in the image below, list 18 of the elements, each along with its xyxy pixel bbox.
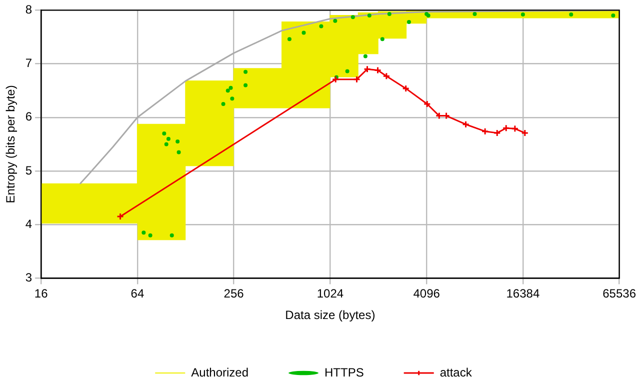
x-tick-label: 64 bbox=[130, 286, 144, 301]
legend-label: attack bbox=[440, 365, 473, 380]
y-tick-label: 7 bbox=[25, 56, 32, 70]
y-tick-label: 8 bbox=[25, 2, 32, 17]
x-tick-label: 256 bbox=[224, 286, 244, 301]
y-tick-label: 4 bbox=[25, 216, 32, 231]
y-tick-label: 3 bbox=[25, 270, 32, 285]
y-tick-label: 6 bbox=[25, 110, 32, 124]
legend-label: HTTPS bbox=[324, 365, 364, 380]
x-tick-label: 4096 bbox=[413, 286, 440, 301]
x-tick-label: 65536 bbox=[602, 286, 636, 301]
x-tick-label: 16384 bbox=[506, 286, 540, 301]
x-axis-title: Data size (bytes) bbox=[285, 308, 376, 322]
y-axis-title: Entropy (bits per byte) bbox=[4, 85, 18, 204]
y-tick-label: 5 bbox=[25, 163, 32, 178]
x-tick-label: 1024 bbox=[316, 286, 344, 301]
x-tick-label: 16 bbox=[34, 286, 48, 301]
legend-label: Authorized bbox=[191, 365, 249, 380]
